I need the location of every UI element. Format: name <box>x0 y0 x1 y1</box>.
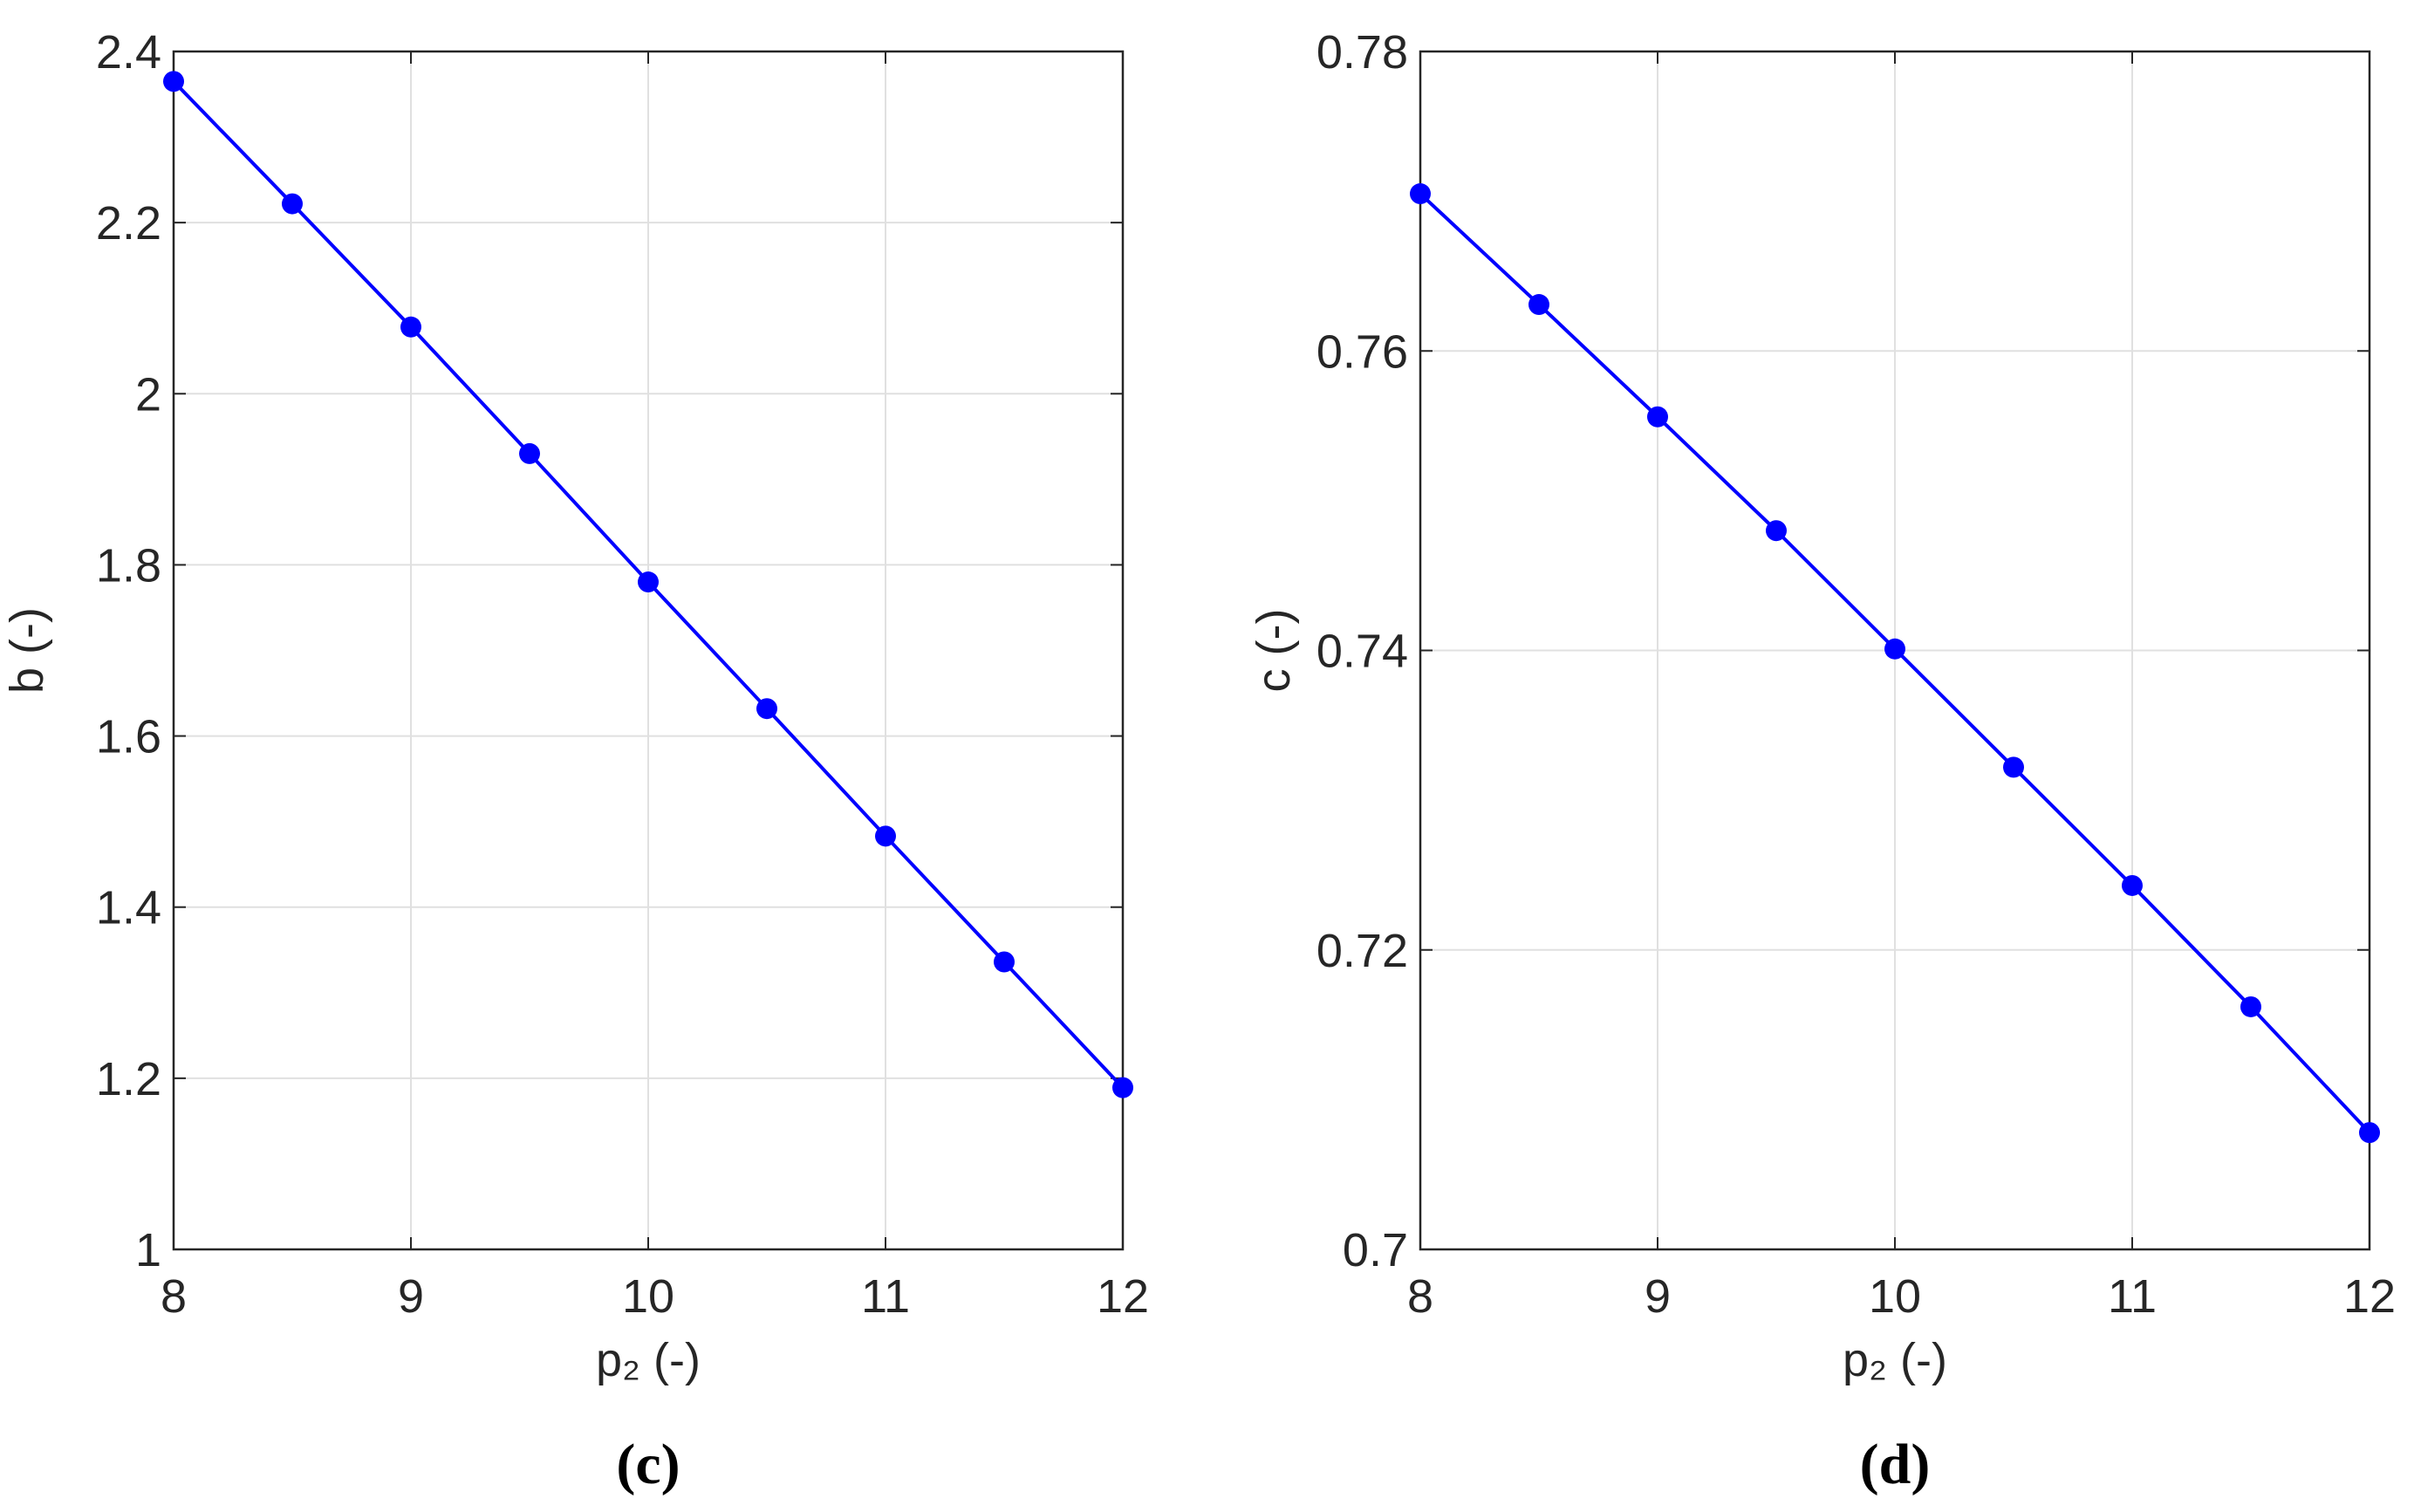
y-tick-label: 1 <box>135 1224 161 1276</box>
plot-frame <box>1419 50 2371 1251</box>
x-tick-label: 8 <box>1407 1270 1433 1323</box>
data-point <box>1647 406 1668 428</box>
x-tick-label: 8 <box>161 1270 187 1323</box>
x-tick-label: 12 <box>2343 1270 2396 1323</box>
caption: (c) <box>616 1433 680 1496</box>
data-point <box>1410 183 1431 205</box>
data-point <box>2240 995 2261 1017</box>
plot-frame <box>172 50 1125 1251</box>
x-tick-label: 9 <box>1645 1270 1671 1323</box>
y-tick-label: 0.72 <box>1316 925 1408 977</box>
x-tick-label: 12 <box>1097 1270 1149 1323</box>
data-point <box>1112 1077 1133 1098</box>
data-point <box>2122 874 2143 896</box>
data-point <box>400 316 421 338</box>
y-axis-label: c (-) <box>1248 609 1300 693</box>
x-tick-label: 10 <box>1869 1270 1921 1323</box>
y-tick-label: 0.7 <box>1343 1224 1408 1276</box>
data-point <box>875 825 896 847</box>
data-point <box>519 442 540 464</box>
x-axis-label: p₂ (-) <box>596 1334 701 1386</box>
caption: (d) <box>1860 1433 1931 1496</box>
y-tick-label: 1.4 <box>96 882 161 934</box>
y-axis-label: b (-) <box>1 607 53 694</box>
data-point <box>994 951 1015 973</box>
y-tick-label: 0.74 <box>1316 626 1408 678</box>
x-axis-label: p₂ (-) <box>1843 1334 1947 1386</box>
data-point <box>282 193 303 215</box>
y-tick-label: 2.2 <box>96 197 161 250</box>
data-point <box>1528 294 1549 316</box>
y-tick-label: 1.2 <box>96 1053 161 1105</box>
data-point <box>163 71 184 92</box>
data-point <box>756 698 777 720</box>
data-point <box>638 571 659 593</box>
y-tick-label: 2 <box>135 368 161 421</box>
data-point <box>1884 638 1905 660</box>
x-tick-label: 10 <box>622 1270 674 1323</box>
y-tick-label: 2.4 <box>96 26 161 79</box>
data-point <box>2003 756 2024 778</box>
data-point <box>2359 1122 2380 1144</box>
x-tick-label: 11 <box>861 1270 910 1323</box>
x-tick-label: 11 <box>2108 1270 2157 1323</box>
y-tick-label: 1.8 <box>96 539 161 592</box>
chart: 8 9 10 11 12 1 1.2 1.4 1.6 1.8 2 2.2 2.4 p₂ (-) b (-) (… <box>1 26 1149 1496</box>
data-point <box>1766 520 1787 542</box>
y-tick-label: 0.78 <box>1316 26 1408 79</box>
y-tick-label: 0.76 <box>1316 325 1408 378</box>
y-tick-label: 1.6 <box>96 711 161 763</box>
x-tick-label: 9 <box>398 1270 424 1323</box>
chart: 8 9 10 11 12 0.7 0.72 0.74 0.76 0.78 p₂ (-) c (-) (d… <box>1248 26 2396 1496</box>
